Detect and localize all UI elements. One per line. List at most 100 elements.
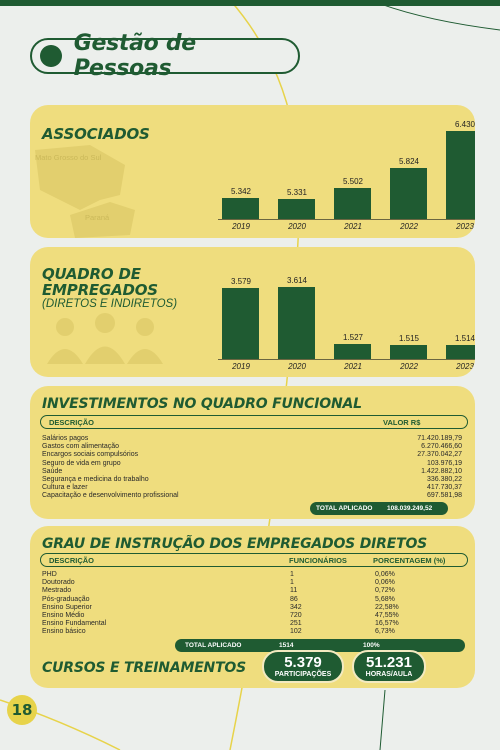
instrucao-card: GRAU DE INSTRUÇÃO DOS EMPREGADOS DIRETOS… (30, 526, 475, 688)
table-cell: 342 (290, 603, 302, 611)
table-cell: Segurança e medicina do trabalho (42, 475, 149, 483)
total-porcentagem: 100% (363, 642, 380, 649)
table-cell: 6,73% (375, 628, 395, 636)
col-funcionarios: FUNCIONÁRIOS (289, 555, 347, 565)
participacoes-pill: 5.379 PARTICIPAÇÕES (262, 650, 344, 683)
year-label: 2020 (288, 362, 306, 371)
table-row: Salários pagos 71.420.189,79 (42, 435, 462, 443)
table-row: Mestrado 11 0,72% (42, 587, 462, 595)
bar-value-label: 3.614 (286, 276, 308, 285)
page-title: Gestão de Pessoas (73, 31, 196, 81)
year-label: 2019 (232, 222, 250, 231)
table-row: Gastos com alimentação 6.270.466,60 (42, 443, 462, 451)
table-cell: 1 (290, 571, 294, 578)
table-cell: 251 (290, 620, 302, 628)
table-cell: Doutorado (42, 579, 75, 587)
chart-baseline (218, 359, 475, 360)
investimentos-card: INVESTIMENTOS NO QUADRO FUNCIONAL DESCRI… (30, 386, 475, 519)
table-row: Encargos sociais compulsórios 27.370.042,… (42, 451, 462, 459)
table-row: Seguro de vida em grupo 103.976,19 (42, 460, 462, 468)
bar-2022 (390, 168, 427, 219)
table-cell: Gastos com alimentação (42, 443, 120, 451)
col-descricao: DESCRIÇÃO (49, 417, 95, 427)
page-number: 18 (7, 695, 37, 725)
table-cell: Ensino Médio (42, 611, 85, 619)
bar-2019 (222, 197, 259, 219)
table-row: Ensino Fundamental 251 16,57% (42, 620, 462, 628)
cursos-title: CURSOS E TREINAMENTOS (42, 660, 247, 676)
table-cell: 0,72% (375, 587, 395, 595)
investimentos-table-header: DESCRIÇÃO VALOR R$ (40, 415, 468, 429)
bar-2019 (222, 287, 259, 359)
map-illustration: Mato Grosso do Sul Paraná (35, 145, 135, 238)
page-title-pill: Gestão de Pessoas (30, 31, 300, 81)
bar-2023 (446, 131, 475, 219)
table-cell: 102 (290, 628, 302, 636)
table-cell: Mestrado (42, 587, 72, 595)
bar-value-label: 5.824 (398, 157, 420, 167)
table-cell: 86 (290, 595, 298, 603)
table-cell: 22,58% (375, 603, 399, 611)
bar-value-label: 5.502 (342, 177, 364, 187)
investimentos-rows: Salários pagos 71.420.189,79 Gastos com al… (42, 435, 462, 501)
table-cell: Ensino básico (42, 628, 86, 636)
year-label: 2021 (344, 362, 362, 371)
bar-value-label: 1.515 (398, 333, 420, 343)
bar-value-label: 5.342 (230, 186, 252, 196)
map-label-pr: Paraná (85, 213, 110, 222)
table-cell: Pós-graduação (42, 595, 90, 603)
bar-2020 (278, 287, 315, 359)
table-cell: Capacitação e desenvolvimento profission… (42, 492, 179, 500)
table-row: Doutorado 1 0,06% (42, 579, 462, 587)
table-cell: 11 (290, 587, 298, 595)
table-row: Cultura e lazer 417.730,37 (42, 484, 462, 492)
table-cell: Cultura e lazer (42, 484, 88, 492)
instrucao-total: TOTAL APLICADO 1514 100% (175, 639, 465, 652)
table-row: Ensino Superior 342 22,58% (42, 604, 462, 612)
table-cell: Salários pagos (42, 435, 89, 442)
bar-value-label: 5.331 (286, 187, 308, 197)
empregados-card: QUADRO DE EMPREGADOS (DIRETOS E INDIRETO… (30, 247, 475, 377)
table-row: Ensino básico 102 6,73% (42, 628, 462, 636)
table-cell: 47,55% (375, 611, 399, 619)
table-cell: 103.976,19 (426, 459, 462, 467)
table-row: Saúde 1.422.882,10 (42, 468, 462, 476)
bar-value-label: 1.514 (454, 333, 475, 343)
year-label: 2022 (400, 362, 418, 371)
bar-value-label: 6.430 (454, 120, 475, 129)
title-bullet-icon (40, 45, 62, 67)
empregados-subtitle: (DIRETOS E INDIRETOS) (42, 298, 178, 310)
bar-2021 (334, 344, 371, 359)
table-cell: 16,57% (375, 620, 399, 628)
associados-card: Mato Grosso do Sul Paraná ASSOCIADOS 5.3… (30, 105, 475, 238)
table-cell: 336.380,22 (426, 475, 462, 483)
horas-label: HORAS/AULA (365, 671, 413, 678)
bar-2020 (278, 198, 315, 219)
table-cell: PHD (42, 571, 57, 578)
table-row: Ensino Médio 720 47,55% (42, 612, 462, 620)
associados-title: ASSOCIADOS (42, 125, 150, 143)
table-cell: Saúde (42, 467, 63, 475)
table-cell: 0,06% (375, 571, 395, 578)
table-cell: 1.422.882,10 (421, 467, 462, 475)
table-row: Pós-graduação 86 5,68% (42, 596, 462, 604)
table-row: Segurança e medicina do trabalho 336.380,… (42, 476, 462, 484)
instrucao-table-header: DESCRIÇÃO FUNCIONÁRIOS PORCENTAGEM (%) (40, 553, 468, 567)
table-cell: 1 (290, 579, 294, 587)
investimentos-total: TOTAL APLICADO 108.039.249,52 (310, 502, 448, 515)
col-descricao: DESCRIÇÃO (49, 555, 95, 565)
chart-baseline (218, 219, 475, 220)
table-cell: 27.370.042,27 (417, 451, 462, 459)
year-label: 2023 (456, 222, 474, 231)
table-row: PHD 1 0,06% (42, 571, 462, 579)
instrucao-title: GRAU DE INSTRUÇÃO DOS EMPREGADOS DIRETOS (42, 536, 428, 552)
instrucao-rows: PHD 1 0,06% Doutorado 1 0,06% Mestrado 11 0,72% P… (42, 571, 462, 637)
bar-2021 (334, 188, 371, 219)
total-value: 108.039.249,52 (387, 505, 433, 512)
year-label: 2022 (400, 222, 418, 231)
year-label: 2023 (456, 362, 474, 371)
col-porcentagem: PORCENTAGEM (%) (373, 555, 446, 565)
table-cell: 71.420.189,79 (417, 435, 462, 442)
empregados-title-line1: QUADRO DE (42, 265, 141, 283)
table-cell: Ensino Fundamental (42, 620, 107, 628)
